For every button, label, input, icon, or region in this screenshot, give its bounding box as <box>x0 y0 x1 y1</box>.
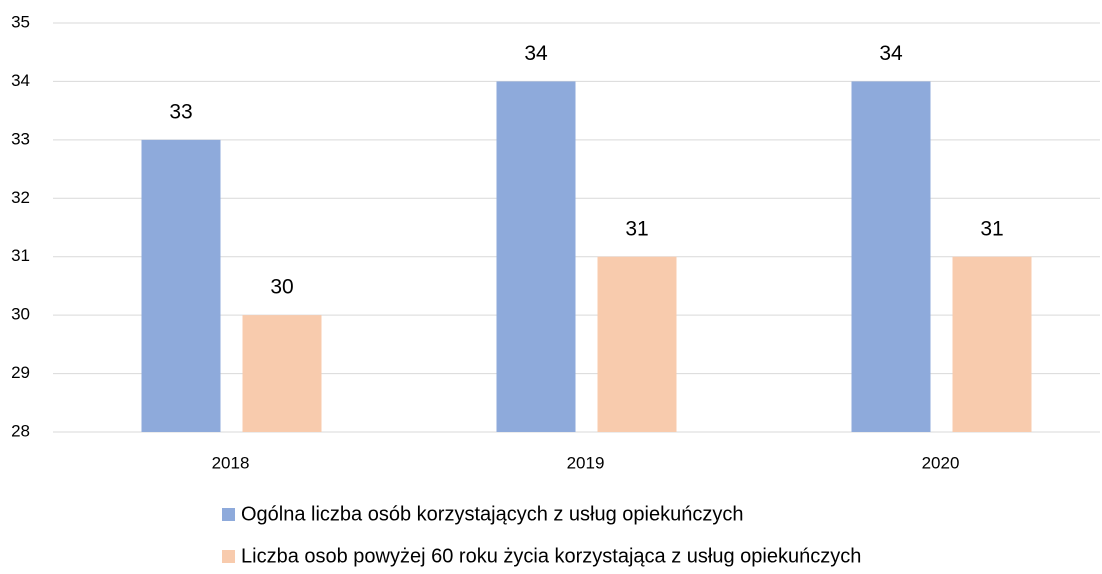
y-tick-label: 33 <box>11 129 30 148</box>
bar <box>597 256 677 432</box>
y-tick-label: 35 <box>11 12 30 31</box>
legend-swatch <box>222 550 235 563</box>
x-tick-label: 2018 <box>212 453 250 472</box>
legend-label: Liczba osob powyżej 60 roku życia korzys… <box>241 545 861 567</box>
data-label: 31 <box>980 217 1003 240</box>
data-label: 30 <box>270 276 293 299</box>
x-tick-label: 2020 <box>922 453 960 472</box>
data-label: 33 <box>169 100 192 123</box>
bar <box>851 81 931 432</box>
y-tick-label: 31 <box>11 246 30 265</box>
bar <box>952 256 1032 432</box>
data-label: 31 <box>625 217 648 240</box>
x-tick-label: 2019 <box>567 453 605 472</box>
y-tick-label: 30 <box>11 305 30 324</box>
bar <box>496 81 576 432</box>
data-label: 34 <box>524 42 548 65</box>
bar <box>141 139 221 432</box>
data-label: 34 <box>879 42 903 65</box>
y-tick-label: 34 <box>11 71 30 90</box>
y-tick-label: 28 <box>11 421 30 440</box>
bar <box>242 315 322 432</box>
y-tick-label: 29 <box>11 363 30 382</box>
y-tick-label: 32 <box>11 188 30 207</box>
legend-swatch <box>222 508 235 521</box>
legend-label: Ogólna liczba osób korzystających z usłu… <box>241 503 743 525</box>
